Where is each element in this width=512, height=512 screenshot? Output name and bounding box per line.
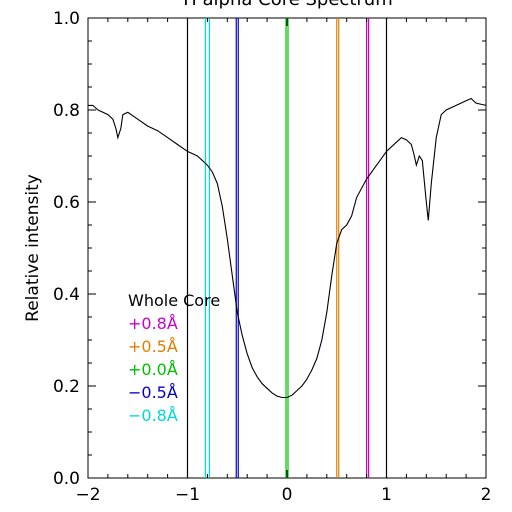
spectrum-series (88, 97, 487, 399)
band-markers (186, 18, 388, 478)
legend-item-5: −0.8Å (128, 406, 178, 425)
x-tick-label-3: 1 (381, 485, 392, 505)
x-tick-label-1: −1 (175, 485, 200, 505)
x-tick-label-0: −2 (75, 485, 100, 505)
y-tick-label-1: 0.2 (53, 377, 80, 397)
y-tick-label-5: 1.0 (53, 9, 80, 29)
chart-title: H alpha Core Spectrum (183, 0, 392, 10)
y-tick-label-3: 0.6 (53, 193, 80, 213)
axes: −2 −1 0 1 2 0.0 0.2 0.4 0.6 0.8 1.0 (53, 9, 491, 505)
legend: Whole Core +0.8Å +0.5Å +0.0Å −0.5Å −0.8Å (128, 291, 220, 425)
x-tick-label-2: 0 (282, 485, 293, 505)
legend-item-3: +0.0Å (128, 360, 178, 379)
legend-item-4: −0.5Å (128, 383, 178, 402)
y-tick-label-4: 0.8 (53, 101, 80, 121)
legend-item-0: Whole Core (128, 291, 220, 310)
y-tick-label-0: 0.0 (53, 469, 80, 489)
y-tick-label-2: 0.4 (53, 285, 80, 305)
legend-item-2: +0.5Å (128, 337, 178, 356)
legend-item-1: +0.8Å (128, 314, 178, 333)
y-axis-label: Relative intensity (23, 174, 43, 322)
series-line-0 (88, 97, 487, 399)
x-tick-label-4: 2 (481, 485, 492, 505)
